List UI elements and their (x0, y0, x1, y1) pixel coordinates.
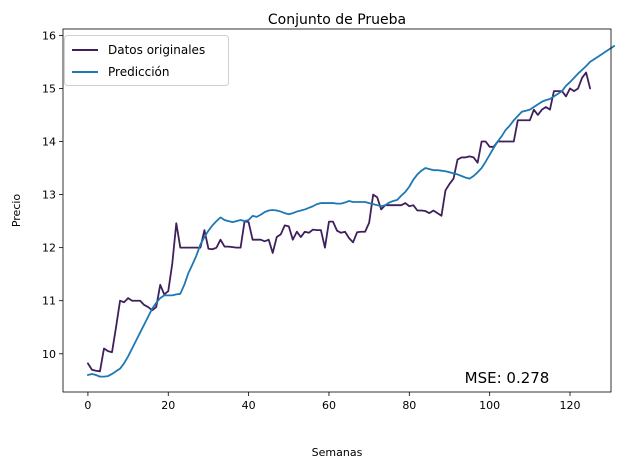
x-tick-label: 80 (402, 399, 416, 412)
y-tick-label: 10 (42, 348, 56, 361)
x-tick-label: 20 (161, 399, 175, 412)
y-tick-label: 11 (42, 295, 56, 308)
y-axis-label: Precio (10, 194, 23, 228)
y-tick-label: 15 (42, 82, 56, 95)
legend-label-datos-originales: Datos originales (108, 43, 205, 57)
series-line-prediccion (87, 45, 616, 378)
x-tick-label: 100 (479, 399, 500, 412)
y-tick-label: 14 (42, 136, 56, 149)
x-tick-label: 40 (242, 399, 256, 412)
series-line-datos-originales (87, 71, 592, 373)
y-tick-label: 16 (42, 29, 56, 42)
x-tick-label: 0 (84, 399, 91, 412)
y-tick-label: 12 (42, 242, 56, 255)
plot-area (87, 45, 616, 378)
legend-box (64, 35, 229, 86)
mse-annotation: MSE: 0.278 (465, 369, 550, 387)
chart-title: Conjunto de Prueba (268, 12, 406, 28)
y-axis: 10 11 12 13 14 15 16 (42, 29, 63, 361)
x-tick-label: 60 (322, 399, 336, 412)
axes-frame (62, 28, 612, 393)
legend: Datos originales Predicción (64, 35, 229, 86)
x-axis: 0 20 40 60 80 100 120 (84, 392, 581, 412)
x-tick-label: 120 (560, 399, 581, 412)
legend-label-prediccion: Predicción (108, 65, 170, 79)
x-axis-label: Semanas (312, 446, 363, 459)
y-tick-label: 13 (42, 189, 56, 202)
